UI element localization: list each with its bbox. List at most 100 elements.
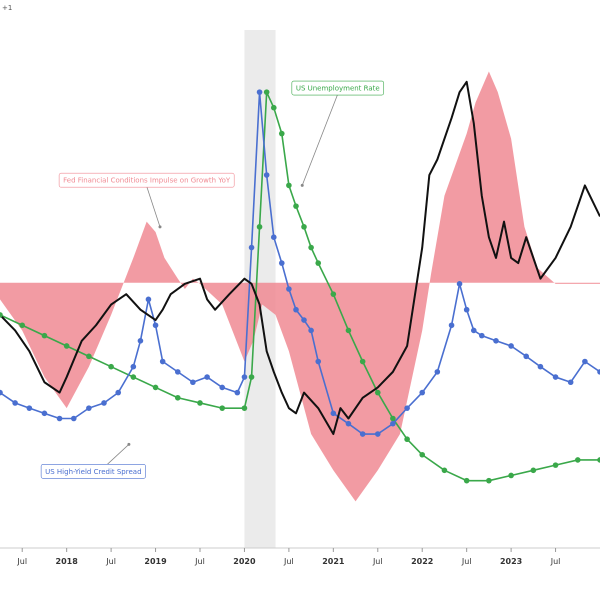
annotation-hy: US High-Yield Credit Spread bbox=[40, 442, 146, 479]
series-hy-point bbox=[204, 374, 210, 380]
series-hy-point bbox=[234, 389, 241, 396]
series-unemp-point bbox=[286, 182, 292, 189]
x-tick-label: Jul bbox=[105, 557, 116, 566]
series-unemp-point bbox=[248, 374, 255, 380]
series-hy-point bbox=[174, 369, 181, 375]
series-unemp-point bbox=[278, 130, 285, 137]
annotation-layer: Fed Financial Conditions Impulse on Grow… bbox=[40, 80, 385, 479]
series-fci-area bbox=[0, 71, 600, 502]
series-hy-point bbox=[263, 172, 270, 178]
series-macro-line bbox=[0, 80, 600, 436]
series-hy-point bbox=[41, 410, 48, 417]
series-unemp-point bbox=[219, 405, 226, 411]
series-unemp-point bbox=[419, 451, 426, 458]
series-unemp-point bbox=[486, 477, 492, 484]
series-unemp-point bbox=[441, 467, 448, 474]
series-unemp-point bbox=[263, 89, 270, 95]
series-hy-point bbox=[493, 338, 499, 344]
series-hy-point bbox=[0, 389, 3, 396]
annotation-unemp: US Unemployment Rate bbox=[291, 80, 385, 187]
x-tick-label: Jul bbox=[461, 557, 472, 566]
series-hy-point bbox=[86, 405, 92, 411]
series-unemp-point bbox=[63, 343, 70, 349]
annotation-label: Fed Financial Conditions Impulse on Grow… bbox=[63, 177, 231, 185]
series-hy-point bbox=[390, 420, 396, 427]
series-hy-point bbox=[115, 389, 122, 396]
series-unemp-point bbox=[19, 322, 26, 329]
annotation-fci: Fed Financial Conditions Impulse on Grow… bbox=[58, 172, 235, 229]
series-hy-point bbox=[159, 358, 166, 365]
series-unemp-point bbox=[508, 472, 514, 479]
series-hy-point bbox=[256, 89, 263, 95]
series-unemp-point bbox=[330, 291, 337, 297]
series-unemp-point bbox=[130, 374, 137, 380]
series-hy-point bbox=[552, 374, 559, 380]
series-hy-point bbox=[330, 410, 337, 417]
annotation-arrow bbox=[146, 186, 161, 227]
x-tick-label: 2020 bbox=[233, 557, 256, 566]
series-hy-point bbox=[315, 358, 322, 365]
series-unemp-point bbox=[301, 224, 307, 230]
series-unemp-point bbox=[86, 353, 92, 360]
series-hy-point bbox=[12, 400, 18, 406]
x-tick-label: Jul bbox=[16, 557, 27, 566]
series-hy-point bbox=[293, 306, 299, 313]
series-hy-point bbox=[434, 369, 441, 375]
fci-area-layer bbox=[0, 71, 600, 502]
series-unemp-point bbox=[345, 327, 352, 334]
series-unemp-point bbox=[197, 400, 203, 406]
x-tick-label: Jul bbox=[372, 557, 383, 566]
annotation-box bbox=[40, 464, 146, 479]
series-hy-point bbox=[567, 379, 574, 386]
series-hy-point bbox=[448, 322, 455, 329]
series-unemp-point bbox=[574, 457, 581, 463]
series-unemp-point bbox=[256, 224, 263, 230]
annotation-arrow bbox=[301, 93, 339, 186]
series-hy-point bbox=[404, 405, 410, 411]
series-hy-point bbox=[101, 400, 107, 406]
series-unemp-point bbox=[0, 312, 3, 318]
x-tick-label: Jul bbox=[550, 557, 561, 566]
series-unemp-point bbox=[270, 104, 277, 111]
series-hy-point bbox=[301, 317, 307, 323]
series-hy-point bbox=[152, 322, 159, 329]
series-unemp-point bbox=[293, 203, 299, 209]
x-tick-label: 2019 bbox=[144, 557, 167, 566]
series-hy-point bbox=[523, 353, 530, 360]
annotation-label: US Unemployment Rate bbox=[296, 85, 380, 93]
series-hy-point bbox=[241, 374, 248, 380]
series-unemp-point bbox=[174, 394, 181, 401]
series-unemp-point bbox=[315, 260, 322, 266]
series-hy-point bbox=[248, 244, 255, 251]
series-hy-point bbox=[286, 286, 292, 292]
series-hy-point bbox=[70, 415, 77, 422]
x-tick-label: 2021 bbox=[322, 557, 345, 566]
series-hy-point bbox=[137, 338, 144, 344]
x-axis: Jul 2018 Jul 2019 Jul 2020 Jul 2021 Jul 2022 Jul 20… bbox=[0, 547, 600, 566]
series-unemp-point bbox=[530, 467, 537, 474]
series-hy-point bbox=[219, 384, 226, 391]
series-hy-point bbox=[478, 332, 485, 339]
series-unemp-point bbox=[241, 405, 248, 411]
series-hy-point bbox=[345, 420, 352, 427]
series-unemp-point bbox=[359, 358, 366, 365]
series-hy-point bbox=[537, 363, 544, 370]
annotation-arrow-head bbox=[158, 225, 162, 229]
annotation-box bbox=[291, 80, 385, 96]
series-unemp-point bbox=[108, 363, 114, 370]
series-unemp-point bbox=[404, 436, 410, 443]
annotation-box bbox=[58, 172, 235, 188]
annotation-arrow-head bbox=[127, 442, 131, 446]
series-hy-point bbox=[463, 306, 470, 313]
x-tick-label: 2023 bbox=[500, 557, 522, 566]
series-unemp-point bbox=[463, 477, 470, 484]
series-hy-point bbox=[456, 281, 463, 287]
x-tick-label: 2022 bbox=[411, 557, 433, 566]
corner-mark: +1 bbox=[2, 4, 12, 12]
series-hy-point bbox=[582, 358, 588, 365]
series-hy-point bbox=[26, 405, 33, 411]
series-hy-point bbox=[419, 389, 426, 396]
series-unemp-point bbox=[552, 462, 559, 468]
series-hy-point bbox=[145, 296, 152, 303]
